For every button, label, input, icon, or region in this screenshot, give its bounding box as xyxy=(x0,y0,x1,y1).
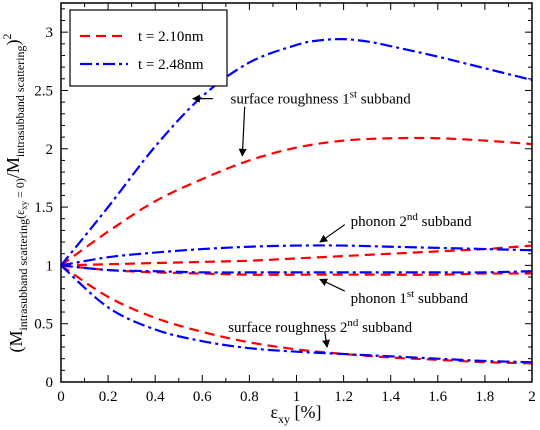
annotation-ph2: phonon 2nd subband xyxy=(351,211,472,230)
annotation-arrow-ph2 xyxy=(319,224,346,243)
annotation-arrow-sr2 xyxy=(322,331,330,349)
series-line-5 xyxy=(60,264,533,274)
legend-label-t248: t = 2.48nm xyxy=(138,57,204,73)
y-tick-label: 1 xyxy=(46,258,54,274)
axis-ticks: 0 0.2 0.4 0.6 0.8 1 1.2 1.4 1.6 1.8 2 0 0.5 1 1.5 2 2.5 3 xyxy=(34,3,536,405)
annotation-arrow-ph1 xyxy=(319,278,346,292)
x-tick-label: 1 xyxy=(293,389,301,405)
x-tick-label: 0 xyxy=(57,389,65,405)
y-tick-label: 0.5 xyxy=(34,317,53,333)
x-tick-label: 2 xyxy=(528,389,536,405)
x-axis-title: εxy [%] xyxy=(270,402,321,426)
x-tick-label: 1.6 xyxy=(428,389,447,405)
annotation-sr1: surface roughness 1st subband xyxy=(231,89,412,108)
series-layer xyxy=(60,38,533,365)
y-tick-label: 1.5 xyxy=(34,200,53,216)
x-tick-label: 1.2 xyxy=(334,389,353,405)
x-tick-label: 0.6 xyxy=(193,389,212,405)
plot-frame xyxy=(60,2,533,383)
series-line-1 xyxy=(60,38,533,267)
x-tick-label: 1.8 xyxy=(476,389,495,405)
x-tick-label: 0.2 xyxy=(99,389,118,405)
annotation-ph1: phonon 1st subband xyxy=(351,288,469,307)
annotations: surface roughness 1st subband phonon 2nd … xyxy=(191,89,472,349)
x-tick-label: 1.4 xyxy=(381,389,400,405)
x-tick-label: 0.8 xyxy=(240,389,259,405)
legend-box xyxy=(69,9,228,87)
legend: t = 2.10nm t = 2.48nm xyxy=(69,9,228,87)
annotation-sr2: surface roughness 2nd subband xyxy=(228,317,412,336)
series-line-6 xyxy=(60,264,533,365)
x-tick-label: 0.4 xyxy=(146,389,165,405)
annotation-arrow-sr1b xyxy=(238,106,247,157)
series-line-2 xyxy=(60,244,533,267)
series-line-7 xyxy=(60,264,533,364)
y-axis-title: (Mintrasubband scattering(εxy = 0)/Mintr… xyxy=(0,33,30,352)
y-tick-label: 3 xyxy=(46,25,54,41)
series-line-3 xyxy=(60,244,533,267)
series-line-0 xyxy=(60,136,533,267)
y-tick-label: 2 xyxy=(46,142,54,158)
y-tick-label: 0 xyxy=(46,375,54,391)
y-tick-label: 2.5 xyxy=(34,83,53,99)
legend-label-t210: t = 2.10nm xyxy=(138,29,204,45)
